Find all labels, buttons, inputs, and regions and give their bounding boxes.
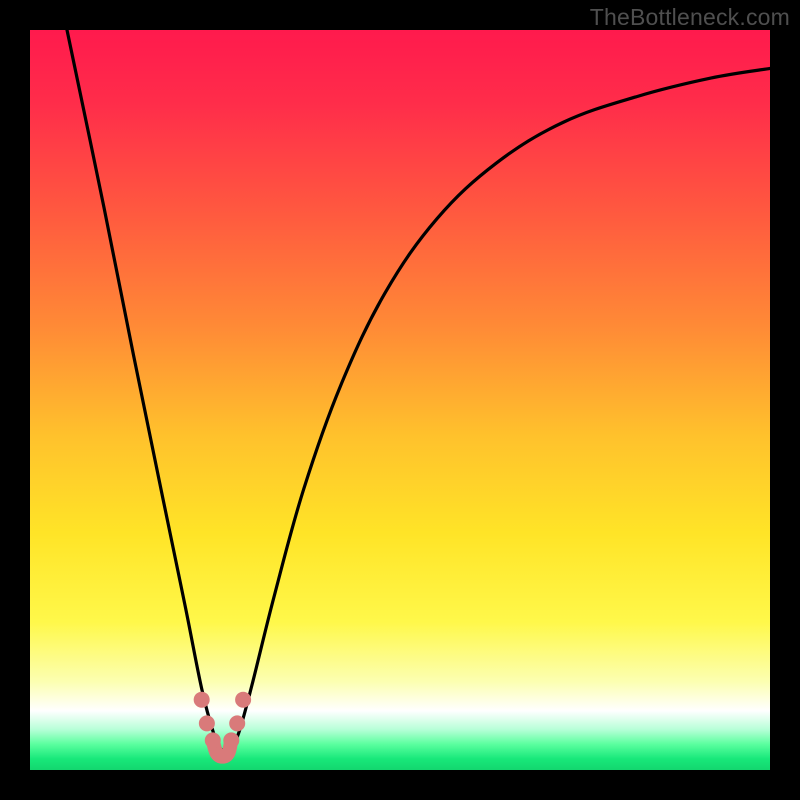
chart-svg (0, 0, 800, 800)
dip-marker-dot-right-2 (235, 692, 251, 708)
dip-marker-dot-left-1 (199, 715, 215, 731)
dip-marker-dot-left-0 (194, 692, 210, 708)
dip-marker-dot-right-0 (223, 732, 239, 748)
plot-gradient-background (30, 30, 770, 770)
watermark-text: TheBottleneck.com (590, 4, 790, 31)
chart-stage: TheBottleneck.com (0, 0, 800, 800)
dip-marker-dot-right-1 (229, 715, 245, 731)
dip-marker-dot-left-2 (205, 732, 221, 748)
